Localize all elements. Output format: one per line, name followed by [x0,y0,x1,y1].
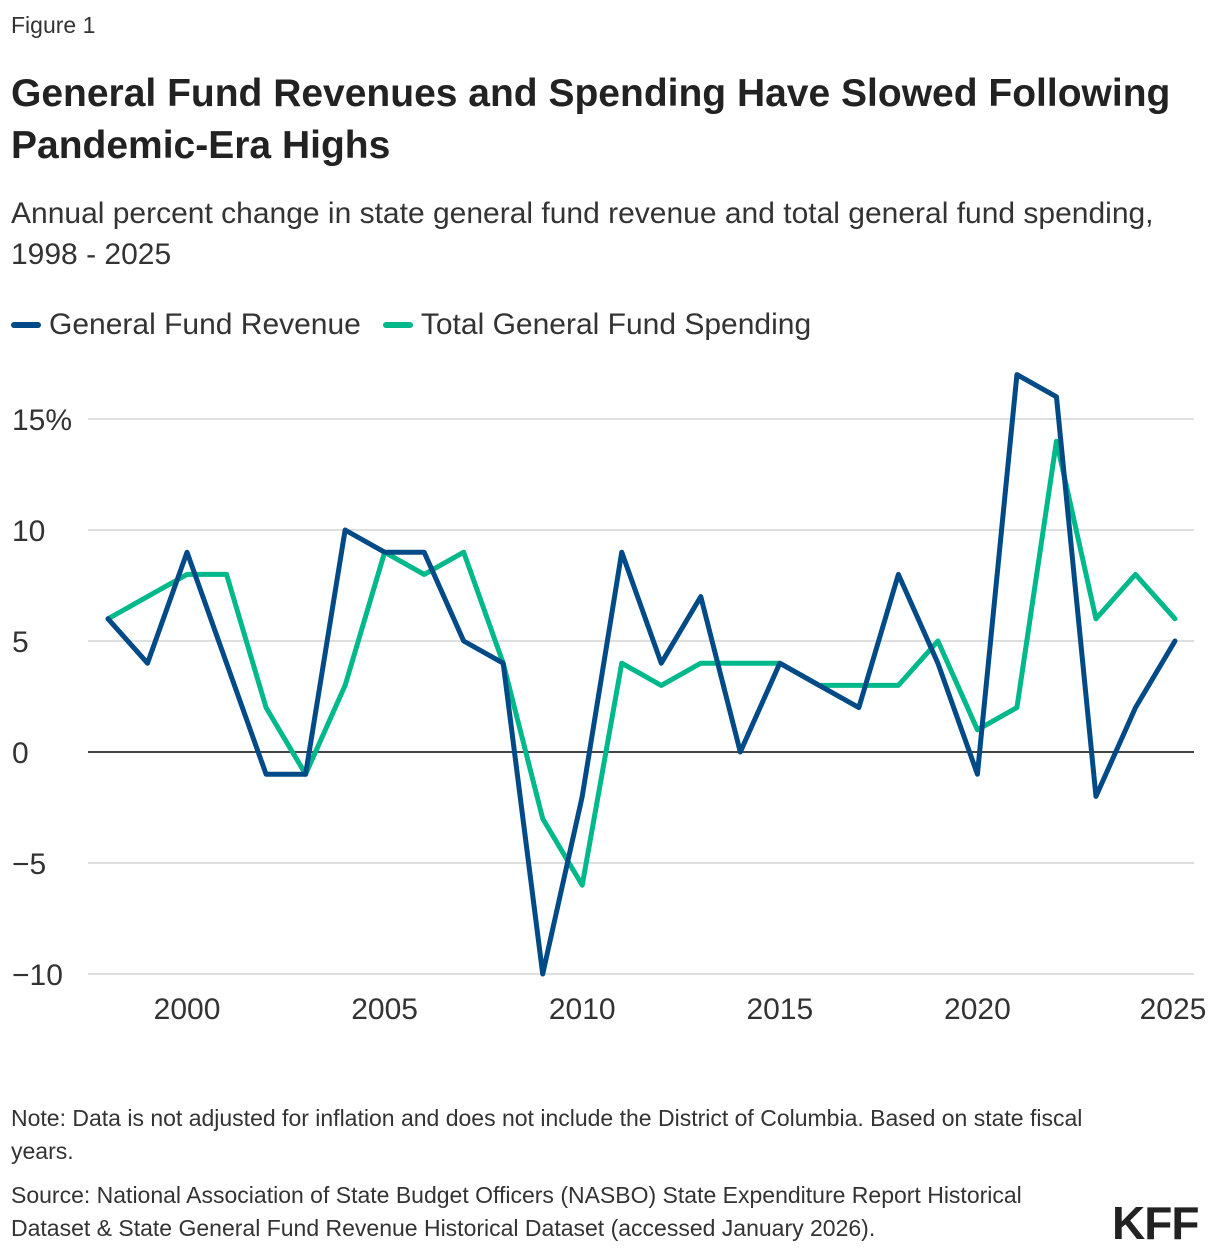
series-line-spending [105,438,1178,888]
x-tick-label: 2005 [351,993,418,1026]
plot-area: 15% 10 5 0 −5 −10 2000 2005 2010 2015 2020 2025 [12,372,1207,1026]
x-tick-label: 2010 [549,993,616,1026]
legend: General Fund Revenue Total General Fund … [11,308,811,342]
figure-label: Figure 1 [11,12,96,38]
y-tick-label: 15% [12,404,72,437]
chart-title: General Fund Revenues and Spending Have … [11,72,1171,167]
chart-source: Source: National Association of State Bu… [11,1182,1022,1241]
legend-swatch-spending [382,322,413,328]
y-tick-label: 0 [12,737,29,770]
y-tick-label: −5 [12,848,46,881]
chart-note: Note: Data is not adjusted for inflation… [11,1105,1083,1164]
legend-item-revenue: General Fund Revenue [11,308,361,342]
kff-logo: KFF [1112,1197,1199,1249]
series-line-revenue [105,372,1178,977]
x-tick-label: 2020 [944,993,1011,1026]
chart-subtitle: Annual percent change in state general f… [11,197,1154,271]
x-tick-label: 2000 [154,993,221,1026]
y-tick-label: −10 [12,959,63,992]
y-tick-label: 10 [12,515,45,548]
x-tick-label: 2015 [746,993,813,1026]
x-tick-label: 2025 [1140,993,1207,1026]
legend-label-revenue: General Fund Revenue [49,308,361,341]
legend-item-spending: Total General Fund Spending [382,308,812,342]
legend-label-spending: Total General Fund Spending [420,308,812,341]
y-tick-label: 5 [12,626,29,659]
legend-swatch-revenue [11,322,41,328]
